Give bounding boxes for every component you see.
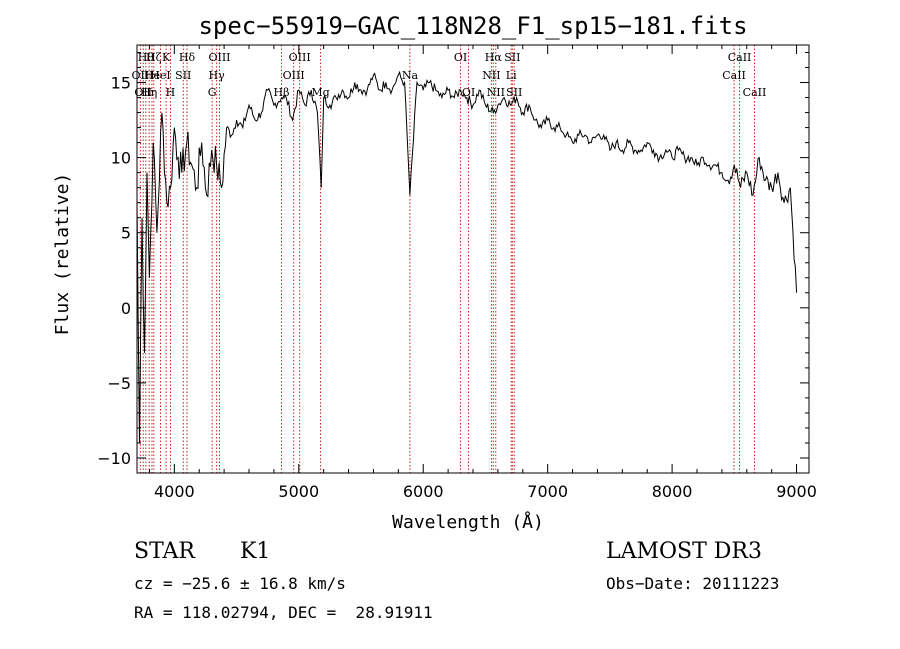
line-label-4: He xyxy=(144,69,160,82)
line-label-3: Hη xyxy=(141,86,157,99)
line-label-25: SII xyxy=(504,51,520,64)
line-label-10: Hδ xyxy=(179,51,196,64)
line-label-7: K xyxy=(162,51,171,64)
redshift-value: cz = −25.6 ± 16.8 km/s xyxy=(134,574,346,593)
line-label-2: Hθ xyxy=(138,51,155,64)
line-label-8: H xyxy=(166,86,176,99)
line-label-23: NII xyxy=(487,86,505,99)
line-label-24: Li xyxy=(506,69,517,82)
line-label-1: OII xyxy=(134,86,152,99)
line-label-12: Hγ xyxy=(209,69,226,82)
spectrum-line xyxy=(136,70,798,444)
y-tick-label-15: 15 xyxy=(111,74,131,93)
line-label-18: Na xyxy=(402,69,419,82)
obs-date: Obs−Date: 20111223 xyxy=(606,574,780,593)
line-label-6: HeI xyxy=(150,69,170,82)
x-tick-label-7000: 7000 xyxy=(527,482,568,501)
line-label-5: Hζ xyxy=(146,51,162,64)
survey-name: LAMOST DR3 xyxy=(606,539,762,564)
x-axis-label: Wavelength (Å) xyxy=(392,511,544,533)
x-tick-label-5000: 5000 xyxy=(278,482,319,501)
subclass: K1 xyxy=(240,539,271,564)
x-tick-label-6000: 6000 xyxy=(403,482,444,501)
y-axis-label: Flux (relative) xyxy=(52,173,73,336)
chart-title: spec−55919−GAC_118N28_F1_sp15−181.fits xyxy=(198,12,747,40)
line-label-26: SII xyxy=(506,86,522,99)
y-tick-label-10: 10 xyxy=(111,149,131,168)
line-label-0: OII xyxy=(132,69,150,82)
coordinates: RA = 118.02794, DEC = 28.91911 xyxy=(134,603,433,622)
x-tick-label-8000: 8000 xyxy=(652,482,693,501)
line-label-19: OI xyxy=(454,51,467,64)
line-label-15: OIII xyxy=(283,69,305,82)
x-tick-label-4000: 4000 xyxy=(154,482,195,501)
line-label-22: Hα xyxy=(485,51,503,64)
y-tick-label-0: 0 xyxy=(121,299,131,318)
line-label-28: CaII xyxy=(728,51,752,64)
line-label-14: Hβ xyxy=(274,86,290,99)
y-tick-label--5: −5 xyxy=(107,374,131,393)
line-label-9: SII xyxy=(175,69,191,82)
y-tick-label--10: −10 xyxy=(97,449,131,468)
line-label-11: G xyxy=(208,86,217,99)
line-label-20: OI xyxy=(462,86,475,99)
line-label-16: OIII xyxy=(289,51,311,64)
x-tick-label-9000: 9000 xyxy=(776,482,817,501)
line-label-21: NII xyxy=(482,69,500,82)
object-class: STAR xyxy=(134,539,195,564)
line-label-13: OIII xyxy=(208,51,230,64)
line-label-27: CaII xyxy=(722,69,746,82)
plot-frame xyxy=(136,44,810,474)
line-label-29: CaII xyxy=(743,86,767,99)
line-label-17: Mg xyxy=(311,86,329,99)
y-tick-label-5: 5 xyxy=(121,224,131,243)
